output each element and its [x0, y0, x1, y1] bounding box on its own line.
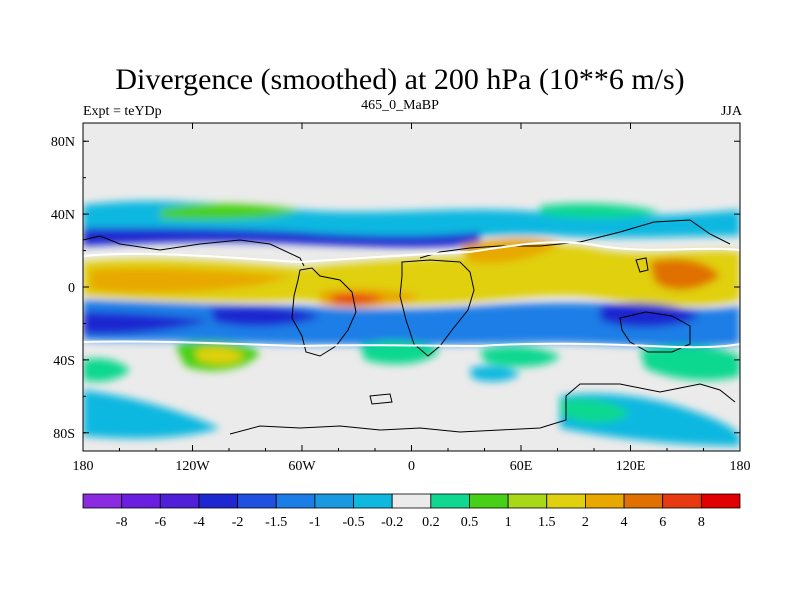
y-tick-label-0: 80N — [51, 135, 75, 150]
colorbar-swatch-2 — [159, 493, 200, 509]
colorbar-swatch-4 — [237, 493, 277, 509]
tropical-divergence-core — [90, 268, 290, 293]
colorbar: -8 -6 -4 -2 -1.5 -1 -0.5 -0.2 0.2 0.5 1 1.5 2 4 6 8 — [82, 493, 741, 530]
coastline-africa — [399, 259, 475, 357]
coastline-island-south — [369, 393, 393, 405]
season-label: JJA — [720, 104, 742, 119]
colorbar-label-1: -6 — [154, 515, 166, 530]
colorbar-label-2: -4 — [193, 515, 205, 530]
colorbar-label-15: 8 — [698, 515, 705, 530]
colorbar-swatch-16 — [700, 493, 741, 509]
coastline-island-pacific — [635, 257, 649, 273]
x-tick-label-2: 60W — [288, 459, 316, 474]
colorbar-label-9: 0.5 — [461, 515, 479, 530]
nh-strong-convergence — [83, 228, 480, 248]
nh-divergence-green — [160, 203, 300, 220]
colorbar-swatch-9 — [430, 493, 470, 509]
y-tick-label-2: 0 — [68, 281, 75, 296]
colorbar-label-4: -1.5 — [265, 515, 287, 530]
axis-ticks: 180 120W 60W 0 60E 120E 180 80N 40N 0 40S 80S — [51, 123, 751, 474]
y-tick-label-3: 40S — [53, 354, 75, 369]
y-tick-label-1: 40N — [51, 208, 75, 223]
colorbar-label-6: -0.5 — [342, 515, 364, 530]
asia-divergence-core — [460, 238, 560, 264]
sh-convergence-south-atlantic — [470, 366, 520, 382]
colorbar-swatch-1 — [121, 493, 161, 509]
colorbar-label-11: 1.5 — [538, 515, 556, 530]
colorbar-swatch-0 — [82, 493, 123, 509]
y-tick-label-4: 80S — [53, 427, 75, 442]
x-tick-label-4: 60E — [510, 459, 533, 474]
colorbar-label-5: -1 — [309, 515, 321, 530]
case-label: 465_0_MaBP — [361, 98, 439, 113]
coastlines — [83, 219, 736, 435]
antarctic-convergence-west — [83, 390, 220, 439]
zero-contour-sh — [83, 340, 740, 349]
amazon-divergence-peak — [330, 293, 385, 305]
sh-strong-convergence-east — [600, 303, 700, 328]
sh-divergence-pacific — [640, 345, 740, 381]
colorbar-label-8: 0.2 — [422, 515, 440, 530]
colorbar-label-10: 1 — [505, 515, 512, 530]
divergence-field — [83, 201, 740, 446]
wpac-divergence-core — [650, 258, 720, 290]
sh-divergence-far-west — [83, 358, 130, 382]
colorbar-label-7: -0.2 — [381, 515, 403, 530]
colorbar-swatch-6 — [314, 493, 354, 509]
sh-strong-convergence-west — [83, 312, 210, 335]
colorbar-label-3: -2 — [232, 515, 244, 530]
x-tick-label-5: 120E — [616, 459, 646, 474]
plot-area — [83, 123, 740, 451]
colorbar-swatch-14 — [623, 493, 664, 509]
colorbar-swatch-15 — [662, 493, 702, 509]
antarctic-divergence-east — [560, 398, 630, 423]
colorbar-swatch-13 — [585, 493, 625, 509]
colorbar-label-14: 6 — [659, 515, 666, 530]
x-tick-label-3: 0 — [408, 459, 415, 474]
colorbar-label-12: 2 — [582, 515, 589, 530]
coastline-north-america — [83, 235, 305, 267]
colorbar-swatch-3 — [198, 493, 238, 509]
x-tick-label-6: 180 — [730, 459, 751, 474]
colorbar-swatch-7 — [353, 493, 393, 509]
tropical-divergence-band — [83, 245, 740, 306]
experiment-label: Expt = teYDp — [83, 104, 162, 119]
colorbar-swatch-5 — [275, 493, 316, 509]
colorbar-swatch-10 — [469, 493, 509, 509]
sh-divergence-atlantic — [360, 340, 440, 365]
colorbar-label-0: -8 — [116, 515, 128, 530]
colorbar-swatch-12 — [546, 493, 586, 509]
x-tick-label-1: 120W — [175, 459, 210, 474]
chart-title: Divergence (smoothed) at 200 hPa (10**6 … — [115, 63, 685, 96]
zero-contours — [83, 241, 740, 349]
colorbar-label-13: 4 — [621, 515, 628, 530]
sh-divergence-indian — [480, 346, 560, 367]
coastline-antarctica — [229, 383, 736, 435]
x-tick-label-0: 180 — [73, 459, 94, 474]
nh-divergence-green-2 — [540, 203, 660, 219]
coastline-eurasia — [419, 219, 731, 259]
colorbar-swatch-11 — [507, 493, 548, 509]
zero-contour-nh — [83, 241, 740, 264]
colorbar-swatch-8 — [391, 493, 432, 509]
sh-divergence-south-america-core — [195, 347, 245, 365]
